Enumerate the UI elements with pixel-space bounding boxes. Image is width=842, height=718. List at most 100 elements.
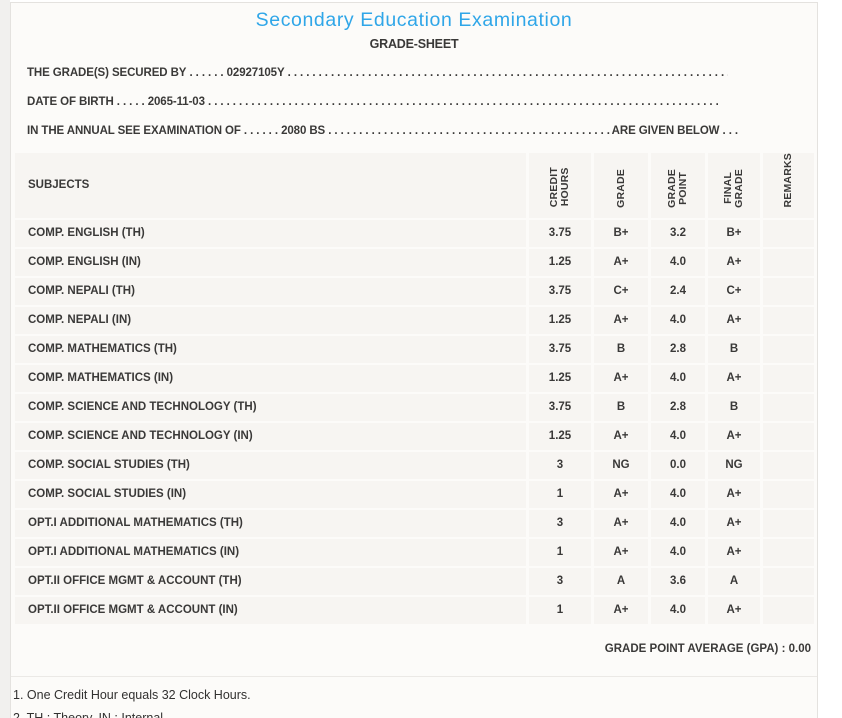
subject-cell: COMP. NEPALI (IN) — [15, 306, 526, 334]
gpa-value: 0.00 — [788, 642, 811, 655]
grade-cell: A — [594, 567, 648, 595]
credit-hours-cell: 3 — [529, 451, 591, 479]
grade-point-cell: 4.0 — [651, 596, 705, 624]
page-left-gutter — [0, 0, 10, 718]
remarks-cell — [763, 335, 814, 363]
subject-cell: OPT.II OFFICE MGMT & ACCOUNT (TH) — [15, 567, 526, 595]
info-line-secured-by: THE GRADE(S) SECURED BY . . . . . . 0292… — [27, 66, 728, 80]
final-grade-cell: A+ — [708, 480, 760, 508]
subject-cell: COMP. SCIENCE AND TECHNOLOGY (IN) — [15, 422, 526, 450]
grade-cell: B+ — [594, 219, 648, 247]
grade-point-cell: 4.0 — [651, 364, 705, 392]
grade-table: SUBJECTS CREDIT HOURS GRADE GRADE POINT FI… — [12, 151, 817, 626]
page-title: Secondary Education Examination — [255, 9, 573, 31]
grade-cell: A+ — [594, 248, 648, 276]
credit-hours-cell: 1.25 — [529, 306, 591, 334]
final-grade-vertical-label: FINAL GRADE — [722, 168, 745, 208]
table-row: COMP. NEPALI (IN) 1.25 A+ 4.0 A+ — [15, 306, 814, 334]
column-header-remarks: REMARKS — [763, 153, 814, 218]
grade-point-cell: 3.6 — [651, 567, 705, 595]
subject-cell: COMP. SOCIAL STUDIES (IN) — [15, 480, 526, 508]
dots-filler: . . . . . . . . . . . . . . . . . . . . … — [287, 67, 728, 79]
remarks-cell — [763, 596, 814, 624]
final-grade-cell: A+ — [708, 509, 760, 537]
credit-hours-cell: 1 — [529, 480, 591, 508]
remarks-cell — [763, 219, 814, 247]
grade-cell: A+ — [594, 422, 648, 450]
page-subtitle: GRADE-SHEET — [369, 37, 459, 51]
date-of-birth-value: 2065-11-03 — [147, 96, 205, 108]
grade-cell: C+ — [594, 277, 648, 305]
info-line-examination-year: IN THE ANNUAL SEE EXAMINATION OF . . . .… — [27, 124, 738, 138]
table-row: OPT.I ADDITIONAL MATHEMATICS (TH) 3 A+ 4.0 A… — [15, 509, 814, 537]
table-row: COMP. ENGLISH (TH) 3.75 B+ 3.2 B+ — [15, 219, 814, 247]
credit-hours-cell: 3.75 — [529, 393, 591, 421]
credit-hours-cell: 3.75 — [529, 219, 591, 247]
grade-point-cell: 2.8 — [651, 335, 705, 363]
final-grade-cell: B+ — [708, 219, 760, 247]
grade-vertical-label: GRADE — [614, 168, 627, 208]
grade-point-cell: 4.0 — [651, 422, 705, 450]
credit-hours-cell: 1.25 — [529, 422, 591, 450]
column-header-final-grade: FINAL GRADE — [708, 153, 760, 218]
table-row: COMP. MATHEMATICS (IN) 1.25 A+ 4.0 A+ — [15, 364, 814, 392]
grade-point-cell: 0.0 — [651, 451, 705, 479]
grade-cell: A+ — [594, 480, 648, 508]
are-given-below-text: ARE GIVEN BELOW . . . — [611, 125, 738, 137]
remarks-cell — [763, 364, 814, 392]
dots-filler: . . . . . . . . . . . . . . . . . . . . … — [208, 96, 718, 108]
column-header-grade-point: GRADE POINT — [651, 153, 705, 218]
grade-point-cell: 4.0 — [651, 509, 705, 537]
dots-separator: . . . . . . — [186, 67, 227, 79]
remarks-cell — [763, 509, 814, 537]
table-row: COMP. NEPALI (TH) 3.75 C+ 2.4 C+ — [15, 277, 814, 305]
secured-by-value: 02927105Y — [226, 67, 285, 79]
table-row: OPT.II OFFICE MGMT & ACCOUNT (IN) 1 A+ 4.0 A… — [15, 596, 814, 624]
table-row: COMP. MATHEMATICS (TH) 3.75 B 2.8 B — [15, 335, 814, 363]
final-grade-cell: A+ — [708, 422, 760, 450]
column-header-credit-hours: CREDIT HOURS — [529, 153, 591, 218]
remarks-cell — [763, 277, 814, 305]
column-header-subjects: SUBJECTS — [15, 153, 526, 218]
table-row: COMP. SOCIAL STUDIES (IN) 1 A+ 4.0 A+ — [15, 480, 814, 508]
credit-hours-vertical-label: CREDIT HOURS — [548, 167, 571, 208]
examination-label: IN THE ANNUAL SEE EXAMINATION OF — [27, 125, 241, 137]
subject-cell: OPT.II OFFICE MGMT & ACCOUNT (IN) — [15, 596, 526, 624]
column-header-grade: GRADE — [594, 153, 648, 218]
subject-cell: COMP. ENGLISH (IN) — [15, 248, 526, 276]
credit-hours-cell: 1.25 — [529, 248, 591, 276]
grade-cell: NG — [594, 451, 648, 479]
grade-point-cell: 4.0 — [651, 248, 705, 276]
grade-cell: A+ — [594, 364, 648, 392]
remarks-cell — [763, 306, 814, 334]
subject-cell: COMP. SCIENCE AND TECHNOLOGY (TH) — [15, 393, 526, 421]
credit-hours-cell: 1 — [529, 596, 591, 624]
info-line-date-of-birth: DATE OF BIRTH . . . . . 2065-11-03 . . .… — [27, 95, 718, 109]
table-row: COMP. SCIENCE AND TECHNOLOGY (TH) 3.75 B 2.… — [15, 393, 814, 421]
credit-hours-cell: 3.75 — [529, 335, 591, 363]
grade-table-body: COMP. ENGLISH (TH) 3.75 B+ 3.2 B+ COMP. ENGLI… — [15, 219, 814, 624]
table-row: COMP. SOCIAL STUDIES (TH) 3 NG 0.0 NG — [15, 451, 814, 479]
credit-hours-cell: 1 — [529, 538, 591, 566]
final-grade-cell: B — [708, 335, 760, 363]
examination-year-value: 2080 BS — [281, 125, 326, 137]
grade-point-cell: 2.4 — [651, 277, 705, 305]
subject-cell: COMP. NEPALI (TH) — [15, 277, 526, 305]
credit-hours-cell: 3 — [529, 509, 591, 537]
remarks-cell — [763, 480, 814, 508]
note-th-in-legend: 2. TH : Theory, IN : Internal — [13, 710, 164, 718]
remarks-cell — [763, 248, 814, 276]
remarks-cell — [763, 451, 814, 479]
dots-separator: . . . . . — [113, 96, 148, 108]
credit-hours-cell: 3.75 — [529, 277, 591, 305]
grade-point-vertical-label: GRADE POINT — [666, 168, 689, 208]
final-grade-cell: A+ — [708, 248, 760, 276]
footer-notes: 1. One Credit Hour equals 32 Clock Hours… — [11, 677, 817, 718]
grade-point-cell: 3.2 — [651, 219, 705, 247]
final-grade-cell: NG — [708, 451, 760, 479]
final-grade-cell: A+ — [708, 306, 760, 334]
gpa-label: GRADE POINT AVERAGE (GPA) : — [604, 642, 786, 655]
final-grade-cell: B — [708, 393, 760, 421]
subject-cell: COMP. MATHEMATICS (IN) — [15, 364, 526, 392]
table-row: COMP. ENGLISH (IN) 1.25 A+ 4.0 A+ — [15, 248, 814, 276]
